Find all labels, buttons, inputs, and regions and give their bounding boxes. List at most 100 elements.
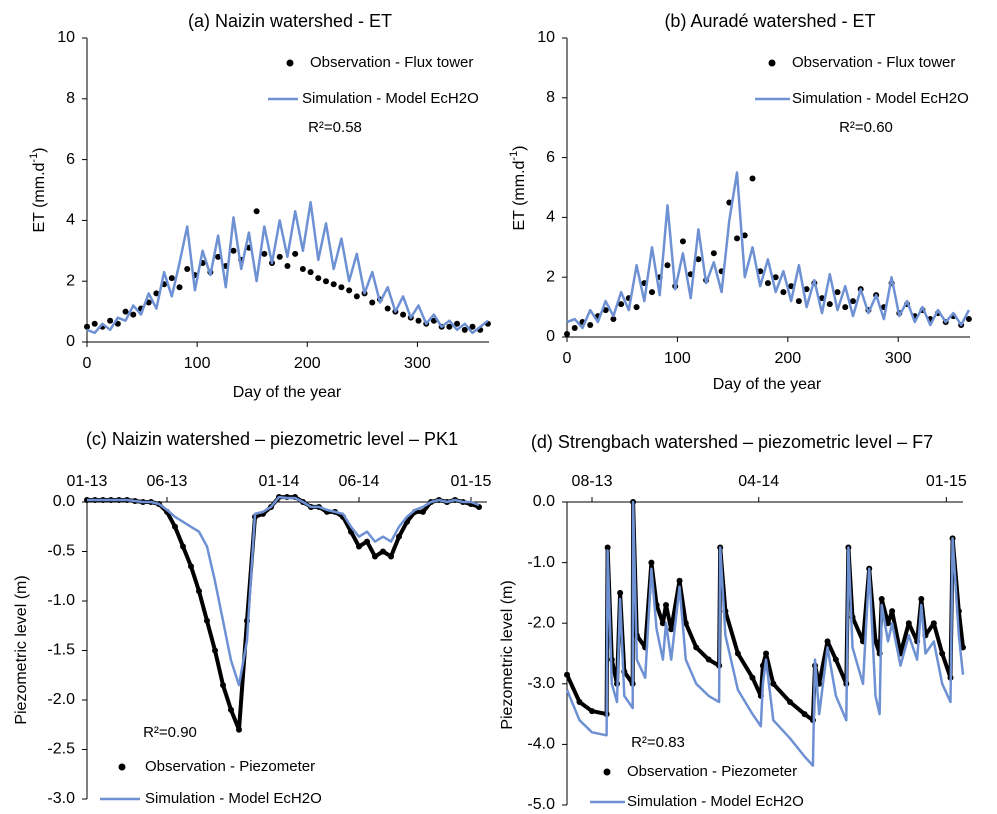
y-tick-label: 4 bbox=[546, 209, 555, 226]
y-axis-label-part: ET (mm.d bbox=[31, 163, 48, 233]
y-tick-label: 2 bbox=[66, 272, 75, 289]
data-point bbox=[400, 311, 407, 318]
data-point bbox=[372, 553, 378, 560]
data-point bbox=[763, 650, 770, 657]
series-line bbox=[566, 171, 971, 330]
legend-label: Observation - Flux tower bbox=[310, 54, 473, 71]
data-point bbox=[834, 289, 841, 296]
data-point bbox=[633, 304, 640, 311]
data-point bbox=[384, 305, 391, 312]
y-axis-label: ET (mm.d-1) bbox=[28, 147, 48, 232]
data-point bbox=[315, 275, 322, 282]
series-line bbox=[87, 495, 480, 732]
y-tick-label: 8 bbox=[66, 90, 75, 107]
data-point bbox=[446, 323, 453, 330]
data-point bbox=[749, 175, 756, 182]
data-point bbox=[353, 293, 360, 300]
y-tick-label: -3.0 bbox=[527, 675, 555, 692]
y-tick-label: 0 bbox=[546, 328, 555, 345]
data-point bbox=[965, 316, 972, 323]
x-axis-label: Day of the year bbox=[713, 376, 822, 393]
data-point bbox=[356, 543, 362, 550]
data-point bbox=[693, 644, 700, 651]
data-point bbox=[330, 281, 337, 288]
data-point bbox=[668, 626, 675, 633]
data-point bbox=[801, 711, 808, 718]
data-point bbox=[682, 620, 689, 627]
data-point bbox=[734, 235, 741, 242]
data-point bbox=[787, 698, 794, 705]
x-tick-label: 01-15 bbox=[451, 473, 492, 490]
data-point bbox=[764, 280, 771, 287]
data-point bbox=[168, 275, 175, 282]
data-point bbox=[215, 253, 222, 260]
y-tick-label: 0 bbox=[66, 333, 75, 350]
data-point bbox=[307, 269, 314, 276]
data-point bbox=[564, 331, 570, 338]
data-point bbox=[346, 287, 353, 294]
series-line bbox=[86, 200, 489, 335]
y-tick-label: 6 bbox=[66, 151, 75, 168]
legend-marker bbox=[603, 768, 611, 776]
data-point bbox=[122, 308, 129, 315]
data-point bbox=[884, 620, 891, 627]
chart-panel: (c) Naizin watershed – piezometric level… bbox=[13, 429, 491, 807]
legend-label: Simulation - Model EcH2O bbox=[627, 793, 804, 810]
chart-title: (a) Naizin watershed - ET bbox=[188, 11, 392, 31]
data-point bbox=[824, 638, 831, 645]
y-tick-label: -0.5 bbox=[47, 543, 75, 560]
data-point bbox=[795, 298, 802, 305]
legend-label: Simulation - Model EcH2O bbox=[145, 790, 322, 807]
data-point bbox=[276, 253, 283, 260]
x-tick-label: 01-15 bbox=[926, 473, 967, 490]
data-point bbox=[576, 698, 583, 705]
y-tick-label: 0.0 bbox=[53, 493, 75, 510]
y-tick-label: -2.0 bbox=[47, 691, 75, 708]
y-tick-label: 6 bbox=[546, 149, 555, 166]
y-tick-label: 0.0 bbox=[533, 493, 555, 510]
x-tick-label: 200 bbox=[294, 355, 321, 372]
legend-label: Observation - Flux tower bbox=[792, 54, 955, 71]
y-axis-label-part: ) bbox=[511, 145, 528, 150]
y-axis-label-part: -1 bbox=[508, 151, 520, 161]
y-tick-label: 4 bbox=[66, 212, 75, 229]
data-point bbox=[369, 299, 376, 306]
data-point bbox=[469, 323, 476, 330]
x-tick-label: 300 bbox=[404, 355, 431, 372]
data-point bbox=[832, 656, 839, 663]
y-axis-label-part: ET (mm.d bbox=[511, 161, 528, 231]
chart-panel: (b) Auradé watershed - ET ET (mm.d-1) Day … bbox=[508, 11, 972, 393]
y-tick-label: -1.0 bbox=[527, 554, 555, 571]
data-point bbox=[380, 548, 386, 555]
data-point bbox=[84, 323, 90, 330]
x-tick-label: 04-14 bbox=[738, 473, 779, 490]
data-point bbox=[196, 588, 202, 595]
data-point bbox=[695, 256, 702, 263]
data-point bbox=[587, 322, 594, 329]
y-tick-label: -2.0 bbox=[527, 614, 555, 631]
data-point bbox=[322, 278, 329, 285]
annotation: R²=0.83 bbox=[631, 734, 685, 751]
data-point bbox=[396, 533, 402, 540]
data-point bbox=[253, 208, 260, 215]
y-tick-label: 10 bbox=[57, 29, 75, 46]
y-tick-label: -1.0 bbox=[47, 592, 75, 609]
data-point bbox=[772, 274, 779, 281]
x-tick-label: 0 bbox=[83, 355, 92, 372]
data-point bbox=[153, 290, 160, 297]
y-tick-label: -1.5 bbox=[47, 642, 75, 659]
chart-panel: (d) Strengbach watershed – piezometric l… bbox=[499, 432, 967, 813]
data-point bbox=[664, 262, 671, 269]
data-point bbox=[878, 595, 885, 602]
data-point bbox=[710, 250, 717, 257]
y-axis-label: ET (mm.d-1) bbox=[508, 145, 528, 230]
x-tick-label: 06-14 bbox=[339, 473, 380, 490]
data-point bbox=[184, 266, 191, 273]
x-tick-label: 08-13 bbox=[572, 473, 613, 490]
data-point bbox=[564, 671, 570, 678]
data-point bbox=[889, 608, 896, 615]
data-point bbox=[364, 538, 370, 545]
data-point bbox=[589, 708, 596, 715]
